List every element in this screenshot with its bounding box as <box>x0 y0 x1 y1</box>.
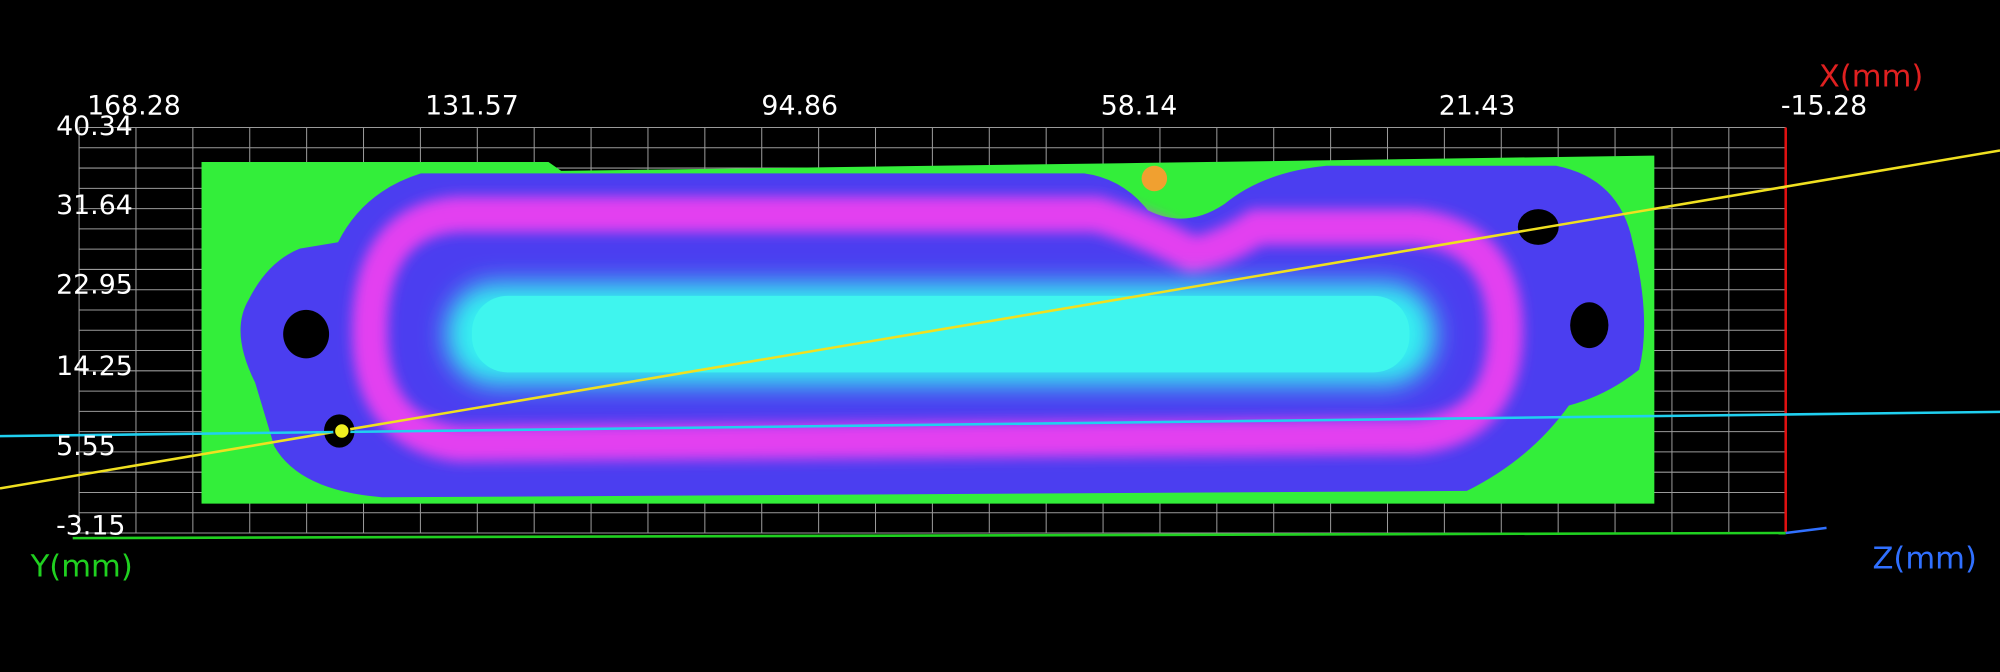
z-axis-line <box>1785 526 1827 535</box>
y-tick-label: -3.15 <box>56 510 125 541</box>
x-tick-label: 168.28 <box>87 91 181 122</box>
inner-core <box>471 295 1410 373</box>
y-tick-label: 14.25 <box>56 351 133 382</box>
hole <box>283 309 330 359</box>
ring-region <box>352 196 1523 462</box>
hole <box>1517 209 1559 245</box>
artifact <box>1141 165 1168 192</box>
x-tick-label: -15.28 <box>1781 91 1867 122</box>
hole <box>1570 302 1609 349</box>
y-tick-label: 5.55 <box>56 431 116 462</box>
x-tick-label: 94.86 <box>761 91 838 122</box>
pick-point[interactable] <box>333 422 351 440</box>
y-tick-label: 40.34 <box>56 111 133 142</box>
y-tick-label: 31.64 <box>56 190 133 221</box>
x-tick-label: 58.14 <box>1101 91 1178 122</box>
x-tick-label: 131.57 <box>425 91 519 122</box>
x-axis-label: X(mm) <box>1819 60 1923 95</box>
z-axis-label: Z(mm) <box>1872 542 1976 577</box>
y-axis-line <box>72 531 1786 540</box>
x-tick-label: 21.43 <box>1439 91 1516 122</box>
y-tick-label: 22.95 <box>56 269 133 300</box>
y-axis-label: Y(mm) <box>30 549 133 584</box>
point-cloud <box>201 155 1655 504</box>
